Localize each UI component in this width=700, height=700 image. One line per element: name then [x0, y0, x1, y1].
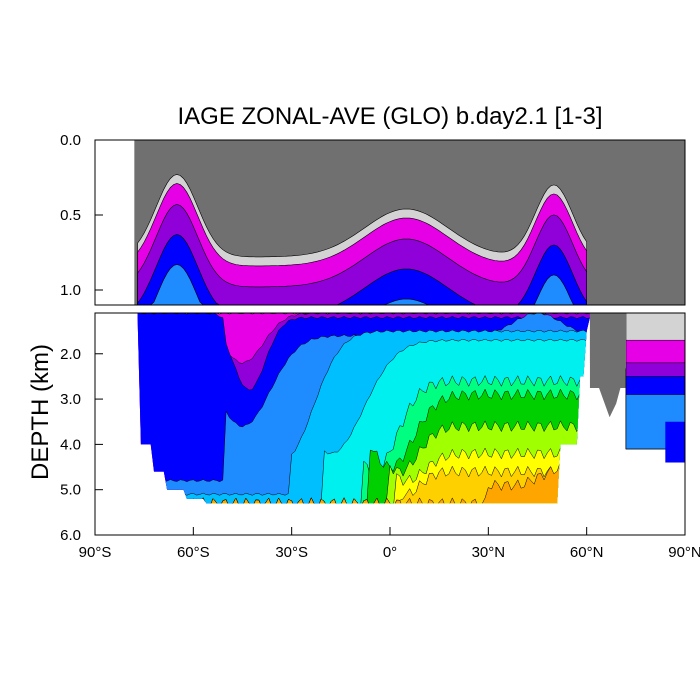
- plot-area: 0.0 0.5 1.0 2.0 3.0 4.0 5.0 6.090°S 60°S 30°S 0° 30…: [60, 132, 700, 561]
- x-tick-label: 60°N: [570, 544, 604, 561]
- lower-age-band-11: [137, 446, 590, 504]
- y-tick-label-upper: 0.5: [60, 207, 81, 224]
- y-tick-label-lower: 6.0: [60, 527, 81, 544]
- y-tick-label-lower: 5.0: [60, 482, 81, 499]
- y-axis-label: DEPTH (km): [27, 344, 54, 480]
- x-tick-label: 0°: [383, 544, 397, 561]
- upper-age-band-2: [137, 204, 588, 306]
- x-tick-label: 90°N: [668, 544, 700, 561]
- arctic-deep-band: [665, 421, 685, 463]
- x-tick-label: 30°S: [275, 544, 308, 561]
- x-tick-label: 90°S: [79, 544, 112, 561]
- y-tick-label-lower: 3.0: [60, 391, 81, 408]
- lower-age-bands: [137, 313, 590, 504]
- y-tick-label-lower: 4.0: [60, 436, 81, 453]
- x-tick-label: 30°N: [472, 544, 506, 561]
- y-tick-label-upper: 1.0: [60, 282, 81, 299]
- x-tick-label: 60°S: [177, 544, 210, 561]
- y-tick-label-lower: 2.0: [60, 346, 81, 363]
- y-tick-label-upper: 0.0: [60, 132, 81, 149]
- land-mask-ridge: [589, 313, 626, 418]
- upper-panel-frame: [94, 139, 686, 306]
- chart-title: IAGE ZONAL-AVE (GLO) b.day2.1 [1-3]: [177, 103, 602, 130]
